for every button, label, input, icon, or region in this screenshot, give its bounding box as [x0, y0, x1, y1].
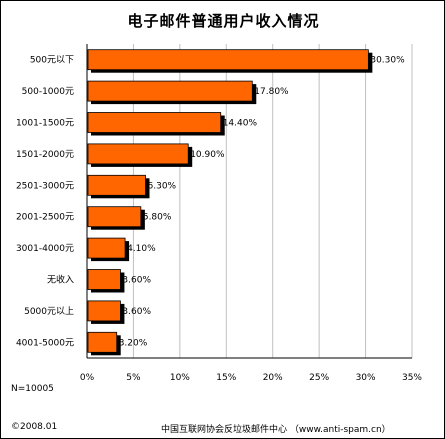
data-label: 17.80%: [254, 87, 289, 97]
copyright-date: ©2008.01: [11, 422, 58, 432]
data-label: 4.10%: [127, 244, 156, 254]
x-tick-label: 30%: [356, 373, 376, 383]
axes: 0% 5% 10% 15% 20% 25% 30% 35%: [80, 44, 422, 383]
bar: [87, 174, 146, 196]
category-label: 500-1000元: [22, 87, 74, 97]
chart-title: 电子邮件普通用户收入情况: [127, 12, 320, 30]
x-tick-label: 20%: [263, 373, 283, 383]
data-label: 30.30%: [370, 56, 405, 66]
bar: [87, 331, 118, 353]
x-tick-label: 35%: [402, 373, 422, 383]
x-tick-label: 25%: [309, 373, 329, 383]
category-label: 3001-4000元: [16, 244, 74, 254]
sample-size: N=10005: [11, 384, 54, 394]
x-tick-label: 15%: [216, 373, 236, 383]
data-label: 3.20%: [119, 338, 148, 348]
data-label: 5.80%: [143, 213, 172, 223]
category-label: 4001-5000元: [16, 338, 74, 348]
bar: [87, 80, 253, 102]
data-label: 14.40%: [223, 119, 258, 129]
x-tick-label: 0%: [80, 373, 95, 383]
data-label: 3.60%: [122, 307, 151, 317]
x-tick-label: 5%: [126, 373, 141, 383]
bar: [87, 206, 142, 228]
bar: [87, 49, 369, 71]
category-label: 2501-3000元: [16, 181, 74, 191]
data-label: 6.30%: [148, 181, 177, 191]
bars: [87, 49, 373, 356]
data-label: 3.60%: [122, 276, 151, 286]
bar: [87, 143, 189, 165]
x-tick-label: 10%: [170, 373, 190, 383]
bar: [87, 237, 126, 259]
category-label: 500元以下: [30, 56, 74, 66]
bar: [87, 112, 222, 133]
category-label: 5000元以上: [24, 306, 74, 317]
category-label: 1001-1500元: [16, 119, 74, 129]
category-label: 1501-2000元: [16, 150, 74, 160]
source-credit: 中国互联网协会反垃圾邮件中心 （www.anti-spam.cn）: [161, 425, 391, 435]
bar: [87, 269, 121, 290]
category-label: 无收入: [47, 274, 74, 286]
category-label: 2001-2500元: [16, 213, 74, 223]
bar: [87, 300, 121, 322]
labels: 500元以下 30.30% 500-1000元 17.80% 1001-1500元 14.…: [16, 56, 405, 349]
data-label: 10.90%: [190, 150, 225, 160]
